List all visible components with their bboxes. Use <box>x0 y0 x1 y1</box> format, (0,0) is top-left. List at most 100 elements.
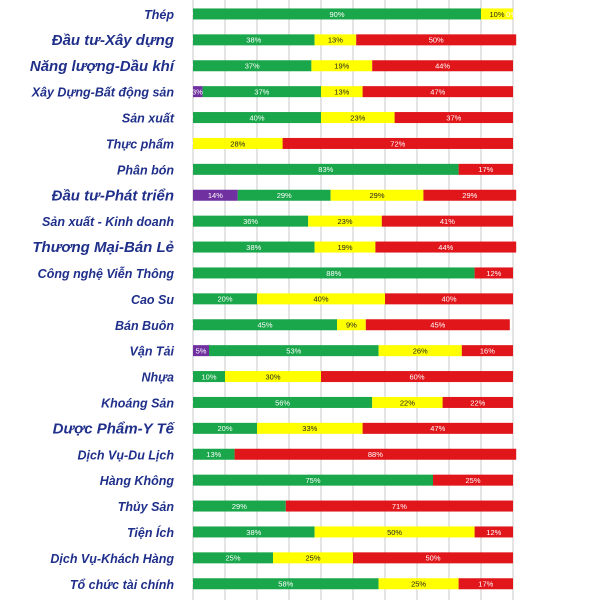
data-label: 0% <box>506 10 517 19</box>
category-label: Xây Dựng-Bất động sản <box>31 86 175 100</box>
data-label: 40% <box>249 113 264 122</box>
bar-segment <box>257 293 385 305</box>
bar-segment <box>209 345 379 357</box>
data-label: 36% <box>243 217 258 226</box>
data-label: 26% <box>413 346 428 355</box>
bar-segment <box>378 578 459 590</box>
bar-segment <box>237 189 331 201</box>
data-label: 37% <box>245 62 260 71</box>
bar-segment <box>321 86 363 98</box>
bar-segment <box>321 371 513 383</box>
bar-segment <box>193 112 321 124</box>
bar-segment <box>193 552 273 564</box>
bar-segment <box>193 8 481 20</box>
bar-segment <box>193 578 379 590</box>
data-label: 25% <box>305 554 320 563</box>
data-label: 58% <box>278 580 293 589</box>
data-label: 50% <box>425 554 440 563</box>
data-label: 40% <box>441 295 456 304</box>
bar-segment <box>193 163 459 175</box>
bar-segment <box>385 293 513 305</box>
bar-segment <box>321 112 395 124</box>
bar-segment <box>193 474 433 486</box>
bar-segment <box>193 267 475 279</box>
bar-segment <box>193 86 203 98</box>
bar-segment <box>193 500 286 512</box>
bar-segment <box>193 422 257 434</box>
category-label: Thực phẩm <box>106 137 174 151</box>
bar-segment <box>372 396 443 408</box>
data-label: 20% <box>217 295 232 304</box>
bar-segment <box>365 319 510 331</box>
data-label: 29% <box>369 191 384 200</box>
bar-segment <box>314 526 475 538</box>
category-label: Năng lượng-Dầu khí <box>30 58 176 75</box>
data-label: 3% <box>192 87 203 96</box>
data-label: 72% <box>390 139 405 148</box>
data-label: 23% <box>337 217 352 226</box>
data-label: 41% <box>440 217 455 226</box>
data-label: 13% <box>206 450 221 459</box>
data-label: 16% <box>480 346 495 355</box>
bar-segment <box>193 448 235 460</box>
data-label: 29% <box>232 502 247 511</box>
bar-segment <box>193 189 238 201</box>
category-label: Thương Mại-Bán Lẻ <box>32 239 174 256</box>
data-label: 22% <box>470 398 485 407</box>
category-label: Nhựa <box>141 371 174 385</box>
data-label: 10% <box>201 372 216 381</box>
category-label: Thủy Sản <box>118 500 175 514</box>
bar-segment <box>433 474 513 486</box>
data-label: 10% <box>489 10 504 19</box>
data-label: 71% <box>392 502 407 511</box>
bar-segment <box>474 267 513 279</box>
bar-segment <box>193 345 209 357</box>
category-label: Dịch Vụ-Khách Hàng <box>50 552 174 566</box>
category-label: Sản xuất <box>122 112 175 126</box>
category-label: Hàng Không <box>100 474 175 488</box>
data-label: 28% <box>230 139 245 148</box>
data-label: 20% <box>217 424 232 433</box>
data-label: 5% <box>196 346 207 355</box>
bar-segment <box>381 215 513 227</box>
data-label: 19% <box>337 243 352 252</box>
bar-segment <box>356 34 517 46</box>
data-label: 17% <box>478 165 493 174</box>
bar-segment <box>193 137 283 149</box>
data-label: 17% <box>478 580 493 589</box>
category-label: Cao Su <box>131 293 174 307</box>
bar-segment <box>375 241 517 253</box>
data-label: 37% <box>446 113 461 122</box>
data-label: 12% <box>486 269 501 278</box>
bar-segment <box>282 137 513 149</box>
bar-segment <box>394 112 513 124</box>
bar-segment <box>193 526 315 538</box>
bar-segment <box>461 345 513 357</box>
bar-segment <box>308 215 382 227</box>
category-label: Khoáng Sản <box>101 396 174 410</box>
bar-segment <box>234 448 517 460</box>
data-label: 25% <box>225 554 240 563</box>
category-label: Dược Phẩm-Y Tế <box>53 420 176 437</box>
category-label: Tiện Ích <box>127 525 174 540</box>
bar-segment <box>193 34 315 46</box>
data-label: 60% <box>409 372 424 381</box>
data-label: 38% <box>246 243 261 252</box>
data-label: 83% <box>318 165 333 174</box>
bar-segment <box>193 319 337 331</box>
bar-segment <box>423 189 517 201</box>
data-label: 38% <box>246 36 261 45</box>
bar-segment <box>193 215 309 227</box>
data-label: 13% <box>334 87 349 96</box>
bar-segment <box>202 86 321 98</box>
bar-segment <box>481 8 513 20</box>
category-label: Đầu tư-Xây dựng <box>52 32 174 49</box>
bar-segment <box>257 422 363 434</box>
data-label: 22% <box>400 398 415 407</box>
bar-segment <box>458 578 513 590</box>
category-label: Công nghệ Viễn Thông <box>38 266 175 281</box>
data-label: 45% <box>430 321 445 330</box>
bar-segment <box>353 552 513 564</box>
